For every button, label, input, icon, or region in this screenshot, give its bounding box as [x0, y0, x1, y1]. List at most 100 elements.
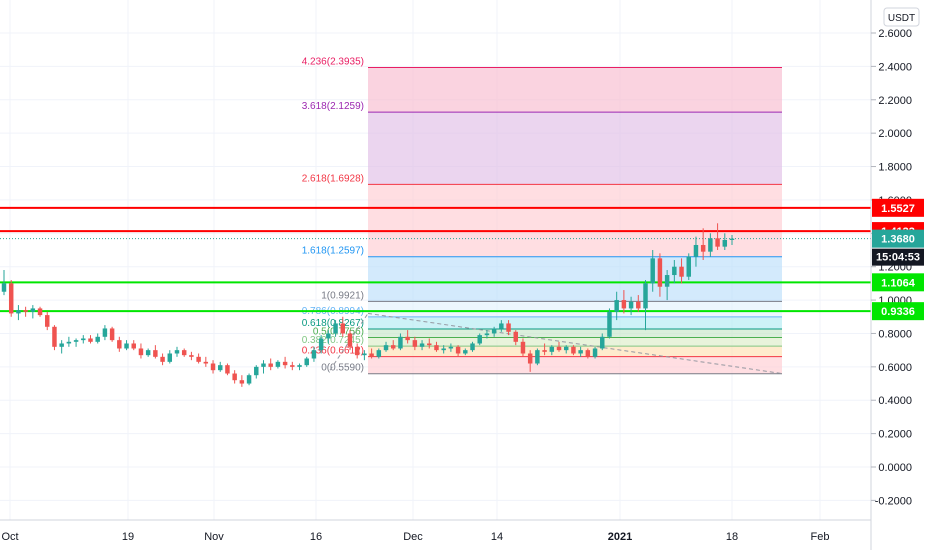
candle-body [484, 333, 490, 336]
candle-body [535, 350, 540, 364]
candle-body [232, 373, 237, 381]
candle-body [470, 343, 475, 351]
candle-body [261, 363, 266, 367]
fib-level-label: 3.618(2.1259) [302, 101, 364, 112]
badge-bg [872, 198, 924, 217]
time-scale[interactable]: Oct 19 Nov 16 Dec 14 2021 18 Feb [0, 519, 871, 543]
x-tick-label: 18 [726, 531, 738, 543]
candle-body [455, 346, 461, 354]
fib-zone [368, 356, 782, 374]
candle-body [383, 345, 389, 351]
x-tick-label: Dec [403, 531, 423, 543]
candle-body [542, 350, 547, 352]
fib-level-label: 1(0.9921) [321, 290, 364, 301]
candle-body [549, 346, 555, 352]
candle-body [621, 300, 627, 309]
fib-level-label: 4.236(2.3935) [302, 56, 364, 67]
current-price-badge: 1.3680 [872, 229, 924, 248]
chart-grid [0, 0, 871, 520]
fib-level-label: 1.618(1.2597) [302, 246, 364, 257]
badge-label: 1.1064 [881, 277, 916, 289]
badge-bg [872, 273, 924, 292]
fibonacci-extension[interactable]: 4.236(2.3935) 3.618(2.1259) 2.618(1.6928) 1… [302, 56, 782, 375]
x-tick-label: Feb [811, 531, 830, 543]
candle-body [326, 333, 331, 339]
candle-body [679, 266, 684, 277]
candle-body [398, 336, 403, 349]
candle-body [563, 346, 569, 351]
trend-line[interactable] [329, 312, 783, 375]
fib-zone [368, 329, 782, 338]
candle-body [419, 343, 425, 347]
candle-body [592, 348, 598, 357]
candle-body [203, 361, 209, 364]
candle-body [600, 336, 605, 349]
badge-label: 1.3680 [881, 234, 915, 246]
fib-level-label: 0.5(0.7756) [313, 327, 364, 338]
candle-body [196, 356, 201, 362]
candle-body [499, 323, 504, 329]
candle-body [225, 365, 230, 374]
fib-level-label: 0.382(0.7245) [302, 335, 364, 346]
x-tick-label: Nov [204, 531, 224, 543]
candle-body [81, 338, 86, 341]
candle-body [66, 341, 72, 344]
candle-body [304, 358, 309, 366]
candle-body [477, 335, 482, 344]
fib-level-label: 2.618(1.6928) [302, 173, 364, 184]
candle-body [52, 326, 57, 347]
candle-body [376, 350, 382, 357]
candle-body [491, 328, 497, 334]
candle-body [463, 350, 468, 354]
fib-level-label: 0(0.5590) [321, 363, 364, 374]
candle-body [124, 343, 129, 349]
candle-body [693, 244, 699, 257]
y-tick-label: 0.8000 [878, 328, 912, 340]
trend-line-up[interactable] [329, 313, 369, 371]
candle-body [390, 345, 396, 349]
fib-zone [368, 256, 782, 302]
fib-zone [368, 316, 782, 330]
candle-body [239, 380, 245, 384]
candle-body [369, 353, 374, 357]
candle-body [650, 258, 655, 284]
level-badge: 1.5527 [872, 198, 924, 217]
candle-body [686, 256, 691, 277]
x-tick-label: 2021 [608, 531, 632, 543]
candle-body [153, 350, 158, 357]
candle-body [102, 328, 108, 337]
candle-body [290, 365, 295, 367]
fib-level-label: 0.618(0.8267) [302, 318, 364, 329]
currency-button[interactable]: USDT [883, 7, 920, 27]
candle-body [333, 323, 338, 334]
candle-body [672, 266, 677, 276]
candle-body [37, 308, 43, 316]
countdown-bg [872, 248, 924, 266]
fib-zone [368, 337, 782, 347]
y-tick-label: 0.0000 [878, 462, 912, 474]
candle-body [109, 328, 115, 341]
level-badge: 1.1064 [872, 273, 924, 292]
candle-body [181, 350, 187, 356]
candle-body [218, 365, 223, 371]
candle-body [362, 353, 367, 356]
candle-body [708, 238, 713, 252]
badge-label: 1.5527 [881, 203, 915, 215]
candle-body [138, 348, 144, 356]
candle-body [700, 244, 706, 252]
candle-body [167, 353, 173, 362]
y-tick-label: 2.0000 [878, 128, 912, 140]
candle-body [73, 340, 79, 342]
fib-zone [368, 184, 782, 257]
candle-body [427, 343, 432, 346]
candle-body [59, 343, 64, 347]
candle-body [628, 301, 634, 309]
currency-label: USDT [888, 13, 915, 24]
horizontal-levels[interactable] [0, 206, 871, 313]
candle-body [254, 366, 259, 376]
candle-body [347, 333, 353, 347]
candle-body [131, 343, 136, 349]
badge-label: 0.9336 [881, 306, 915, 318]
